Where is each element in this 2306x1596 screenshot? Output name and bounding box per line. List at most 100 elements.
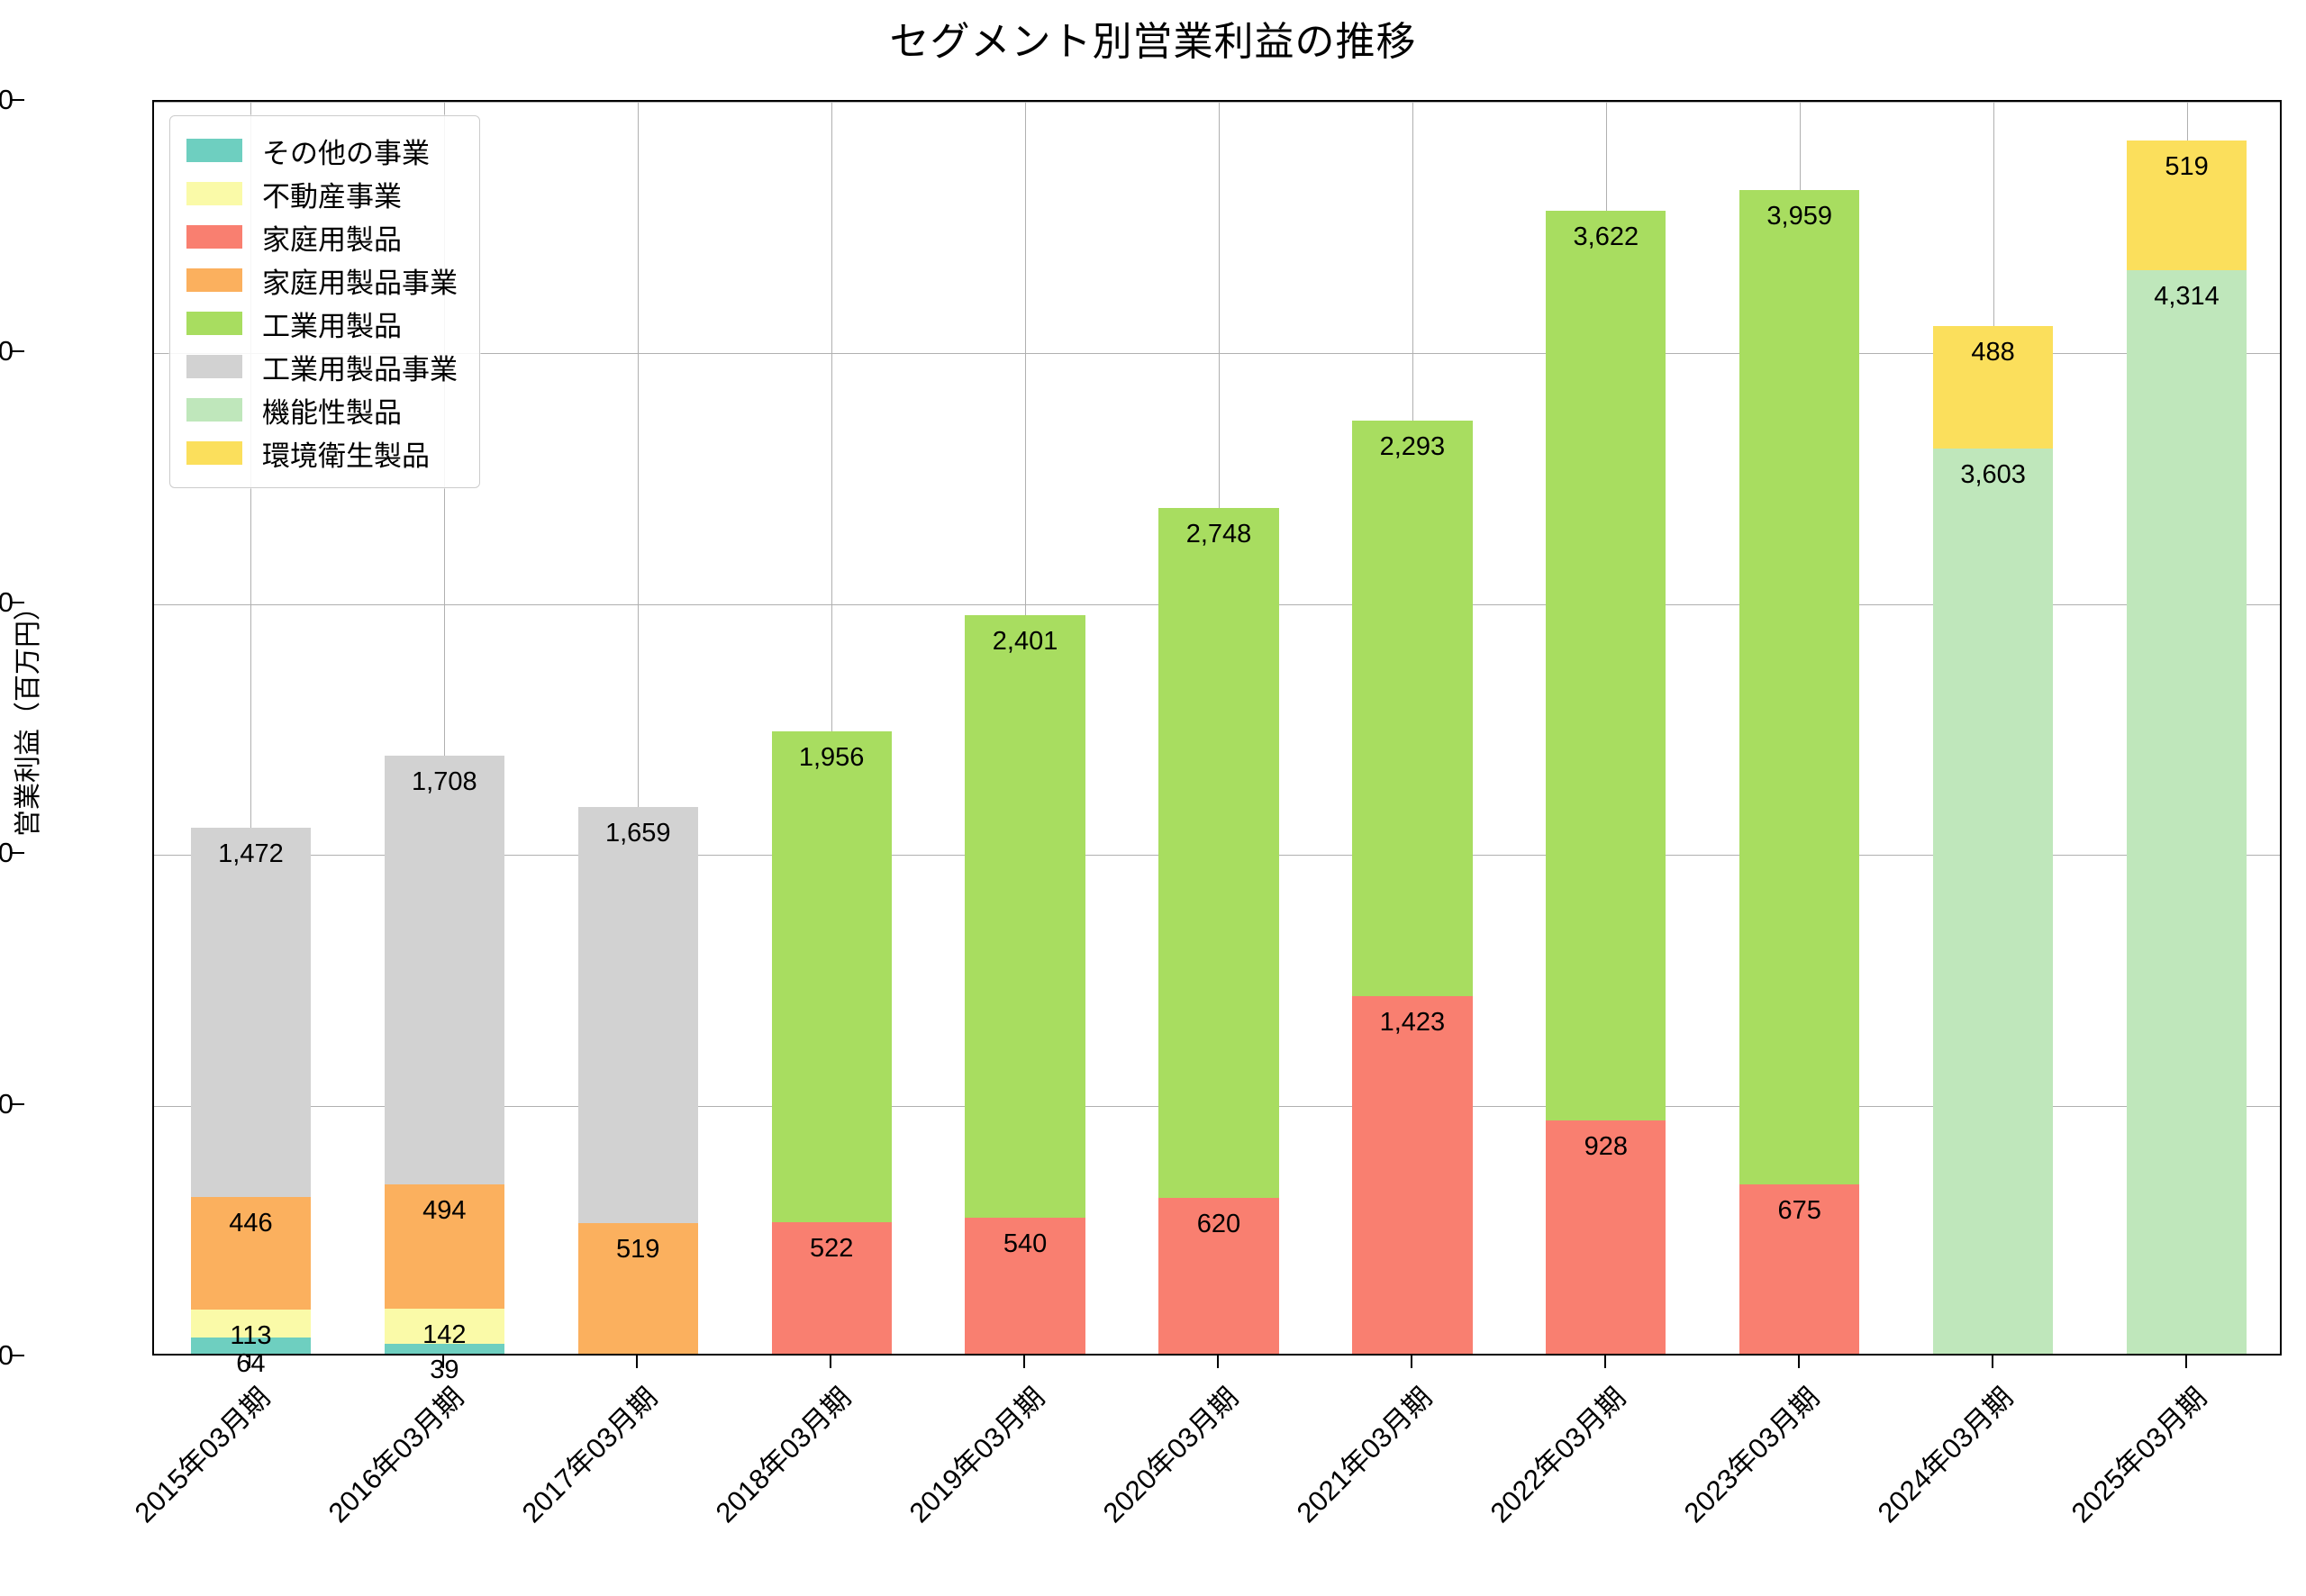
x-tick-label: 2022年03月期: [1484, 1381, 1632, 1529]
gridline-vertical: [831, 102, 833, 1354]
legend-item[interactable]: 工業用製品: [186, 302, 458, 345]
legend-swatch-icon: [186, 182, 242, 205]
bar-segment[interactable]: [577, 1223, 698, 1354]
bar-segment[interactable]: [384, 755, 504, 1184]
legend-item-label: 工業用製品事業: [262, 353, 458, 385]
x-tick-label: 2018年03月期: [709, 1381, 858, 1529]
x-tick-mark: [442, 1356, 445, 1368]
bar-segment[interactable]: [771, 1222, 892, 1354]
legend-item-label: 機能性製品: [262, 396, 402, 429]
bar-group[interactable]: 675 3,959: [1739, 98, 1860, 1354]
bar-group[interactable]: 620 2,748: [1158, 98, 1279, 1354]
y-tick-label: 0: [0, 1339, 14, 1371]
legend-item[interactable]: 環境衛生製品: [186, 431, 458, 475]
y-tick-mark: [12, 852, 24, 855]
x-tick-mark: [830, 1356, 832, 1368]
gridline-vertical: [444, 102, 446, 1354]
y-tick-label: 1,000: [0, 1088, 14, 1120]
page-title: セグメント別営業利益の推移: [889, 20, 1417, 64]
legend-swatch-icon: [186, 398, 242, 422]
x-tick-mark: [1217, 1356, 1219, 1368]
x-tick-label: 2016年03月期: [322, 1381, 470, 1529]
bar-segment[interactable]: [771, 731, 892, 1223]
bar-group[interactable]: 1,423 2,293: [1352, 98, 1473, 1354]
y-tick-mark: [12, 1355, 24, 1356]
bar-segment[interactable]: [1933, 326, 2054, 449]
bar-segment[interactable]: [1739, 190, 1860, 1184]
y-tick-label: 3,000: [0, 585, 14, 618]
bar-segment[interactable]: [190, 827, 312, 1198]
gridline-vertical: [250, 102, 252, 1354]
bar-group[interactable]: 4,314 519: [2126, 98, 2247, 1354]
legend-item[interactable]: 不動産事業: [186, 172, 458, 215]
gridline-vertical: [638, 102, 640, 1354]
bar-segment[interactable]: [1352, 421, 1473, 997]
y-tick-mark: [12, 601, 24, 603]
x-tick-label: 2024年03月期: [1871, 1381, 2020, 1529]
x-tick-mark: [249, 1356, 251, 1368]
chart-figure: セグメント別営業利益の推移 営業利益（百万円） 641134461,472391…: [0, 20, 2282, 1528]
x-tick-label: 2015年03月期: [129, 1381, 277, 1529]
plot-area: 641134461,472391424941,7085191,6595221,9…: [152, 98, 2282, 1384]
x-tick-label: 2023年03月期: [1677, 1381, 1826, 1529]
x-tick-label: 2025年03月期: [2065, 1381, 2212, 1529]
bar-segment[interactable]: [1352, 996, 1473, 1354]
bar-segment[interactable]: [1158, 508, 1279, 1199]
bar-segment[interactable]: [190, 1338, 312, 1354]
x-tick-label: 2020年03月期: [1096, 1381, 1245, 1529]
bar-segment[interactable]: [384, 1344, 504, 1354]
bar-segment[interactable]: [2126, 270, 2247, 1354]
legend-item-label: その他の事業: [262, 137, 430, 169]
y-tick-label: 4,000: [0, 334, 14, 367]
chart-legend: その他の事業 不動産事業家庭用製品家庭用製品事業 工業用製品工業用製品事業 機能性製品…: [169, 115, 480, 488]
bar-group[interactable]: 519 1,659: [577, 98, 698, 1354]
bar-segment[interactable]: [1739, 1183, 1860, 1354]
legend-swatch-icon: [186, 355, 242, 378]
bar-segment[interactable]: [190, 1309, 312, 1338]
x-tick-mark: [1797, 1356, 1800, 1368]
x-tick-mark: [2184, 1356, 2187, 1368]
legend-swatch-icon: [186, 225, 242, 249]
legend-item[interactable]: その他の事業: [186, 129, 458, 172]
x-tick-mark: [1410, 1356, 1412, 1368]
x-tick-label: 2019年03月期: [903, 1381, 1051, 1529]
legend-item[interactable]: 家庭用製品: [186, 215, 458, 258]
bar-segment[interactable]: [1158, 1198, 1279, 1354]
gridline-horizontal: [154, 102, 2280, 103]
gridline-horizontal: [154, 352, 2280, 354]
bar-group[interactable]: 522 1,956: [771, 98, 892, 1354]
legend-item[interactable]: 工業用製品事業: [186, 345, 458, 388]
bar-segment[interactable]: [1933, 449, 2054, 1354]
x-tick-mark: [1023, 1356, 1026, 1368]
bar-segment[interactable]: [965, 1218, 1085, 1354]
legend-swatch-icon: [186, 139, 242, 162]
legend-item-label: 家庭用製品事業: [262, 267, 458, 299]
x-tick-label: 2017年03月期: [516, 1381, 664, 1529]
bar-segment[interactable]: [1546, 1120, 1666, 1354]
bar-segment[interactable]: [577, 806, 698, 1224]
bar-group[interactable]: 540 2,401: [965, 98, 1085, 1354]
legend-item-label: 家庭用製品: [262, 223, 402, 256]
legend-item-label: 環境衛生製品: [262, 440, 430, 472]
bar-group[interactable]: 3,603 488: [1933, 98, 2054, 1354]
legend-item[interactable]: 機能性製品: [186, 388, 458, 431]
y-tick-mark: [12, 349, 24, 352]
legend-item-label: 不動産事業: [262, 180, 402, 213]
bar-group[interactable]: 928 3,622: [1546, 98, 1666, 1354]
bar-segment[interactable]: [190, 1197, 312, 1310]
bar-segment[interactable]: [384, 1183, 504, 1309]
bar-segment[interactable]: [1546, 211, 1666, 1121]
bar-segment[interactable]: [2126, 140, 2247, 271]
bar-segment[interactable]: [965, 615, 1085, 1219]
y-tick-mark: [12, 99, 24, 101]
x-tick-mark: [636, 1356, 639, 1368]
legend-swatch-icon: [186, 441, 242, 465]
x-tick-label: 2021年03月期: [1290, 1381, 1439, 1529]
legend-item[interactable]: 家庭用製品事業: [186, 258, 458, 302]
x-tick-mark: [1603, 1356, 1606, 1368]
bar-segment[interactable]: [384, 1308, 504, 1345]
y-tick-label: 2,000: [0, 837, 14, 869]
y-axis-title: 営業利益（百万円）: [14, 594, 43, 837]
y-tick-label: 5,000: [0, 84, 14, 115]
y-tick-mark: [12, 1103, 24, 1106]
